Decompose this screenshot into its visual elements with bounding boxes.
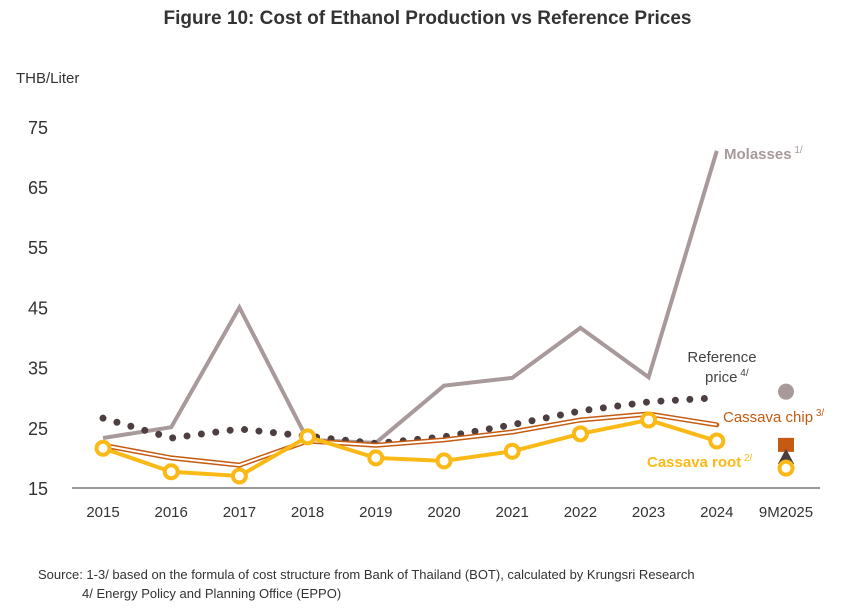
x-tick-label: 2018 — [291, 504, 324, 521]
series-line-reference-price — [99, 394, 721, 447]
legend-label-reference-price: Reference — [687, 349, 756, 366]
point-cassava-chip-9m2025 — [778, 437, 794, 452]
point-cassava-root — [777, 459, 795, 477]
point-cassava-root — [640, 411, 658, 429]
legend-label-cassava-root: Cassava root 2/ — [647, 453, 753, 471]
x-tick-label: 2020 — [427, 504, 460, 521]
series-line-cassava-chip-inner — [102, 412, 717, 467]
source-note: Source: 1-3/ based on the formula of cos… — [38, 565, 695, 603]
x-tick-label: 2022 — [564, 504, 597, 521]
x-tick-label: 2023 — [632, 504, 665, 521]
point-cassava-root — [230, 467, 248, 485]
x-tick-label: 9M2025 — [759, 504, 813, 521]
legend-label-reference-price-line2: price 4/ — [705, 368, 749, 386]
source-line-2: 4/ Energy Policy and Planning Office (EP… — [82, 586, 342, 601]
point-cassava-root — [435, 452, 453, 470]
chart-title: Figure 10: Cost of Ethanol Production vs… — [163, 8, 692, 29]
point-cassava-root — [571, 425, 589, 443]
y-tick-label: 65 — [28, 178, 48, 198]
point-cassava-root — [367, 449, 385, 467]
x-tick-label: 2024 — [700, 504, 733, 521]
y-axis-label: THB/Liter — [16, 70, 80, 87]
point-cassava-root — [94, 439, 112, 457]
x-tick-label: 2017 — [223, 504, 256, 521]
point-cassava-root — [299, 428, 317, 446]
x-tick-label: 2019 — [359, 504, 392, 521]
point-cassava-root — [708, 432, 726, 450]
y-tick-label: 45 — [28, 298, 48, 318]
y-tick-label: 25 — [28, 419, 48, 439]
y-tick-label: 35 — [28, 359, 48, 379]
x-tick-label: 2015 — [86, 504, 119, 521]
series-line-molasses — [102, 150, 719, 445]
point-cassava-root — [162, 463, 180, 481]
point-reference-price-9m2025-overlay — [778, 448, 794, 464]
x-tick-label: 2016 — [155, 504, 188, 521]
source-line-1: Source: 1-3/ based on the formula of cos… — [38, 567, 695, 582]
legend-label-molasses: Molasses 1/ — [724, 145, 803, 163]
legend-label-cassava-chip: Cassava chip 3/ — [723, 408, 824, 426]
x-tick-label: 2021 — [496, 504, 529, 521]
point-cassava-root — [503, 442, 521, 460]
y-tick-label: 15 — [28, 479, 48, 499]
point-molasses-9m2025 — [778, 383, 794, 400]
series-line-cassava-root — [102, 417, 718, 478]
y-tick-label: 55 — [28, 238, 48, 258]
y-tick-label: 75 — [28, 118, 48, 138]
